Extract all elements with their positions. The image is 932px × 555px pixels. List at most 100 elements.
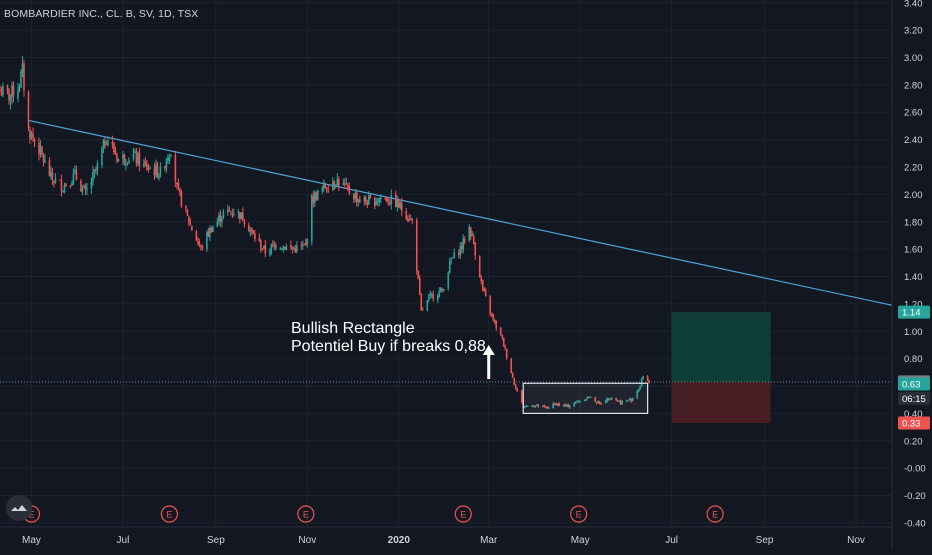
- candle-body: [273, 244, 276, 246]
- earnings-marker-circle: [160, 505, 179, 523]
- candle-body: [619, 400, 622, 405]
- y-tick-label: 1.40: [904, 272, 923, 283]
- candle-body: [155, 165, 157, 176]
- candle-body: [269, 251, 271, 255]
- candle-body: [137, 153, 139, 164]
- candle-body: [48, 160, 51, 177]
- candle-body: [20, 71, 22, 88]
- candle-body: [648, 379, 650, 383]
- price-badge: 0.63: [898, 377, 930, 391]
- candle-body: [516, 389, 519, 391]
- y-tick-label: 3.40: [904, 0, 923, 9]
- candle-body: [201, 246, 204, 249]
- candle-body: [86, 188, 88, 190]
- candle-body: [499, 328, 502, 335]
- x-tick-label: Mar: [480, 535, 498, 546]
- candle-body: [270, 244, 273, 252]
- candle-body: [18, 86, 21, 92]
- candle-body: [427, 296, 430, 301]
- candle-body: [429, 293, 432, 297]
- earnings-marker: E: [297, 505, 315, 523]
- candle-body: [463, 239, 466, 242]
- candle-body: [376, 201, 379, 204]
- candle-body: [71, 182, 73, 186]
- candle-body: [168, 157, 171, 161]
- price-badge-label: 0.33: [902, 418, 921, 429]
- earnings-marker: E: [706, 505, 724, 523]
- y-tick-label: 1.00: [904, 327, 923, 338]
- bullish-rectangle: [522, 382, 649, 414]
- candle-body: [210, 227, 213, 233]
- candle-body: [285, 246, 288, 251]
- arrow-head: [482, 345, 495, 356]
- candle-body: [95, 168, 97, 170]
- candle-body: [646, 375, 649, 381]
- candle-body: [2, 85, 4, 96]
- tradingview-logo[interactable]: [6, 495, 32, 521]
- candle-body: [248, 225, 250, 232]
- candle-body: [264, 244, 267, 254]
- candle-body: [90, 181, 93, 189]
- candle-body: [62, 190, 64, 192]
- y-tick-label: -0.00: [904, 464, 926, 475]
- candle-body: [179, 188, 181, 193]
- candle-body: [501, 334, 504, 338]
- candle-body: [441, 289, 444, 291]
- candle-body: [149, 168, 151, 170]
- candle-body: [385, 197, 388, 203]
- candle-body: [324, 183, 327, 189]
- candle-body: [164, 166, 166, 168]
- candle-body: [233, 213, 235, 216]
- candle-body: [75, 171, 78, 180]
- candle-body: [604, 401, 607, 404]
- candle-body: [146, 164, 148, 170]
- candle-body: [630, 398, 632, 402]
- candle-body: [59, 179, 61, 181]
- candle-body: [535, 404, 538, 406]
- candle-body: [546, 406, 548, 408]
- candle-body: [219, 214, 222, 222]
- earnings-marker-label: E: [166, 510, 172, 520]
- candle-body: [574, 401, 577, 404]
- candle-body: [50, 171, 52, 177]
- candle-body: [373, 197, 376, 207]
- x-tick-label: Sep: [207, 535, 225, 546]
- candle-body: [405, 211, 408, 220]
- candle-body: [595, 402, 598, 404]
- candle-body: [159, 166, 162, 175]
- candle-body: [51, 173, 54, 180]
- candle-body: [367, 196, 370, 205]
- candle-body: [123, 155, 126, 164]
- earnings-marker-label: E: [576, 510, 582, 520]
- candle-body: [387, 202, 390, 204]
- candle-body: [472, 236, 475, 244]
- candle-body: [573, 403, 575, 407]
- candle-body: [565, 404, 568, 407]
- candle-body: [537, 404, 539, 407]
- candle-body: [342, 182, 345, 185]
- price-badge-label: 1.14: [902, 308, 921, 319]
- candle-body: [577, 401, 580, 403]
- candle-body: [606, 397, 608, 402]
- y-tick-label: 1.60: [904, 245, 923, 256]
- candle-body: [54, 178, 57, 183]
- candle-body: [240, 212, 243, 219]
- candle-body: [117, 158, 120, 162]
- candle-body: [489, 296, 492, 314]
- candle-body: [583, 400, 586, 402]
- candle-body: [585, 399, 587, 401]
- y-tick-label: 0.40: [904, 409, 923, 420]
- candle-body: [218, 215, 220, 222]
- y-tick-label: 1.80: [904, 217, 923, 228]
- candle-body: [63, 184, 66, 193]
- candle-body: [400, 202, 403, 211]
- candle-body: [126, 163, 129, 165]
- candle-body: [315, 192, 318, 201]
- x-tick-label: Nov: [298, 535, 316, 546]
- candle-body: [132, 154, 135, 159]
- candle-body: [406, 219, 409, 221]
- logo-icon: [11, 505, 27, 511]
